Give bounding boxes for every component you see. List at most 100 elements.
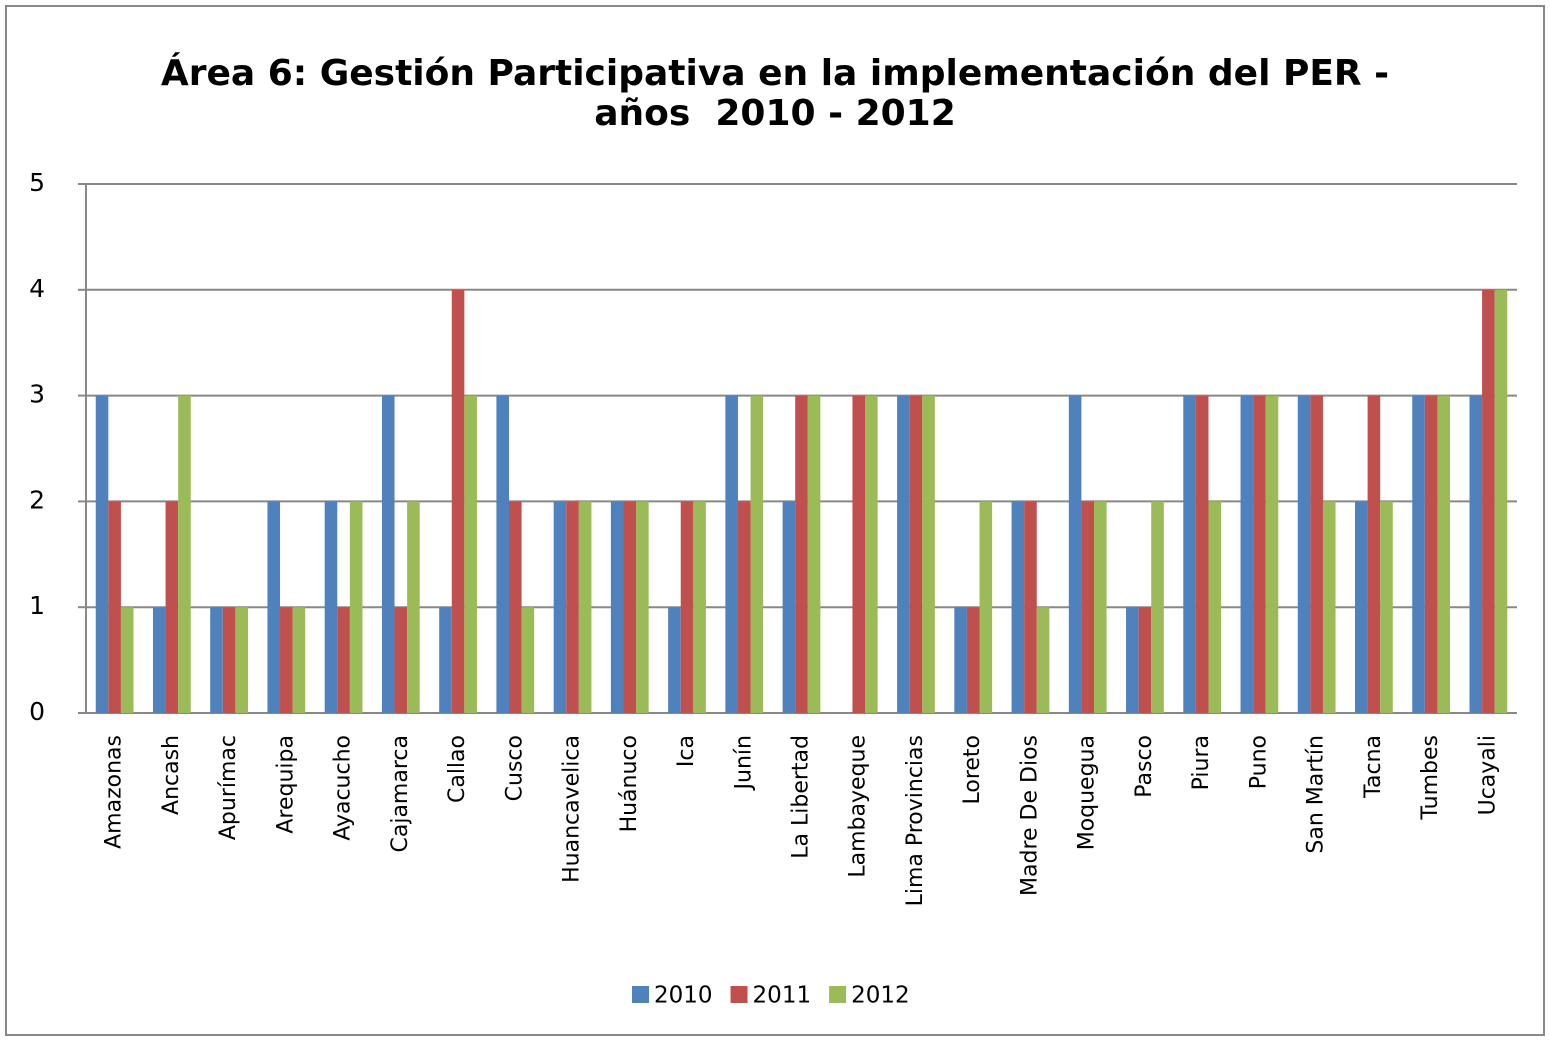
x-tick-label: Huancavelica (560, 735, 585, 883)
bar (979, 501, 993, 713)
bar (439, 607, 452, 713)
bar (324, 501, 338, 713)
bar (1011, 501, 1025, 713)
bar (852, 395, 866, 713)
bar (636, 501, 649, 713)
bar (1424, 395, 1438, 713)
x-tick-label: San Martín (1304, 735, 1329, 854)
bar (1240, 395, 1254, 713)
x-tick-label: Callao (445, 735, 470, 803)
x-tick-label: Junín (731, 735, 756, 791)
bar (509, 501, 522, 713)
bar (578, 501, 592, 713)
bar (610, 501, 624, 713)
y-tick-label: 2 (29, 485, 45, 514)
legend-label: 2012 (851, 983, 910, 1009)
x-tick-label: Apurímac (216, 735, 241, 840)
bar (1297, 395, 1311, 713)
bar (750, 395, 764, 713)
y-tick-label: 0 (29, 697, 45, 726)
bar (394, 607, 408, 713)
x-tick-label: Lima Provincias (903, 735, 928, 906)
bar (1068, 395, 1082, 713)
x-tick-label: Tumbes (1418, 735, 1443, 820)
bar (865, 395, 878, 713)
bar (922, 395, 935, 713)
bar (1494, 289, 1508, 713)
bar (1265, 395, 1279, 713)
bar (1310, 395, 1323, 713)
bar (1355, 501, 1368, 713)
legend-swatch (730, 986, 748, 1003)
legend-label: 2011 (753, 983, 812, 1009)
x-tick-label: Puno (1246, 735, 1271, 789)
bar (464, 395, 477, 713)
bar (725, 395, 738, 713)
x-tick-label: Tacna (1361, 735, 1386, 799)
bar (381, 395, 395, 713)
bar (165, 501, 179, 713)
bar (1437, 395, 1451, 713)
bar (1253, 395, 1266, 713)
x-tick-label: Lambayeque (846, 735, 871, 878)
bar (1367, 395, 1381, 713)
bar (152, 607, 166, 713)
bar (566, 501, 579, 713)
bar (1138, 607, 1152, 713)
bar (1093, 501, 1107, 713)
bar (693, 501, 706, 713)
bar (1151, 501, 1164, 713)
legend-label: 2010 (654, 983, 713, 1009)
y-tick-label: 5 (29, 168, 45, 197)
y-tick-label: 1 (29, 591, 45, 620)
x-tick-label: Pasco (1132, 735, 1157, 798)
bar (178, 395, 191, 713)
bar (807, 395, 821, 713)
bar (1195, 395, 1209, 713)
x-tick-label: Ucayali (1475, 735, 1500, 815)
x-tick-label: Ancash (159, 735, 184, 815)
bar (521, 607, 535, 713)
bar (737, 501, 751, 713)
x-tick-label: Ayacucho (331, 735, 356, 841)
legend-swatch (632, 986, 649, 1003)
y-tick-label: 3 (29, 380, 45, 409)
x-tick-label: Loreto (960, 735, 985, 805)
bar (909, 395, 923, 713)
bar (1081, 501, 1094, 713)
bar (1380, 501, 1393, 713)
bar (1024, 501, 1037, 713)
x-tick-label: Cusco (502, 735, 527, 801)
bar (782, 501, 796, 713)
x-tick-label: Madre De Dios (1017, 735, 1042, 896)
bar (1469, 395, 1483, 713)
bar (795, 395, 808, 713)
bar (95, 395, 109, 713)
bar (120, 607, 134, 713)
bar (1208, 501, 1222, 713)
bar (1183, 395, 1196, 713)
bar (553, 501, 567, 713)
bar (280, 607, 293, 713)
bar (222, 607, 236, 713)
bar (292, 607, 306, 713)
chart-title: años 2010 - 2012 (594, 93, 956, 134)
bar (496, 395, 510, 713)
bar (680, 501, 694, 713)
x-tick-label: Amazonas (102, 735, 127, 849)
x-tick-label: Arequipa (273, 735, 298, 834)
bar (897, 395, 910, 713)
bar (954, 607, 967, 713)
bar (1126, 607, 1139, 713)
x-tick-label: Ica (674, 735, 699, 767)
bar (451, 289, 465, 713)
bar (668, 607, 681, 713)
bar (1322, 501, 1336, 713)
chart-border (5, 5, 1545, 1036)
bar (267, 501, 281, 713)
bar (235, 607, 248, 713)
bar (337, 607, 350, 713)
bar (349, 501, 363, 713)
bar (966, 607, 980, 713)
